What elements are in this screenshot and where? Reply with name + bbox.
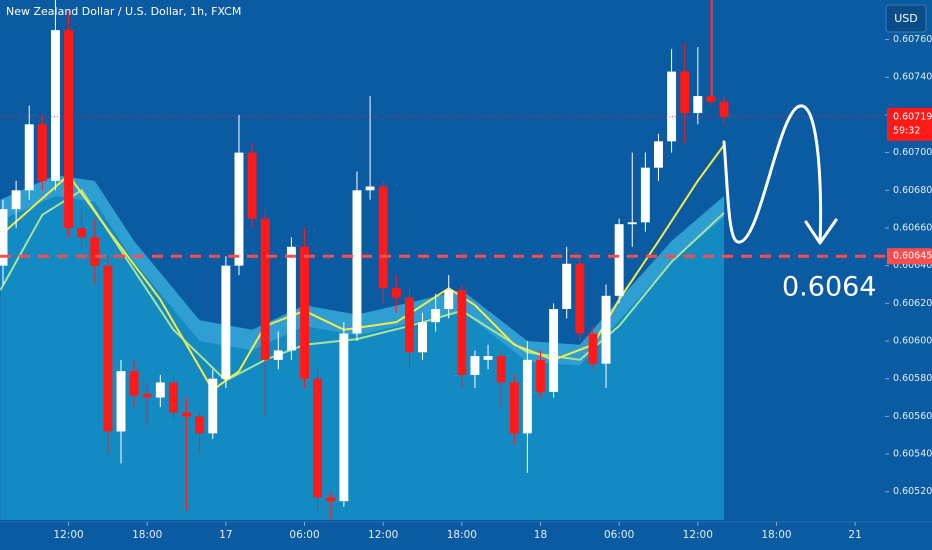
x-tick-label: 21 [848, 529, 861, 541]
candle-body [24, 124, 34, 191]
candle-body [339, 333, 349, 502]
candle-body [588, 333, 598, 364]
candle-body [37, 124, 47, 181]
candle-body [470, 356, 480, 375]
annotation: 0.6064 [782, 272, 876, 303]
candle-body [11, 190, 21, 210]
x-tick-label: 18:00 [447, 529, 477, 541]
x-tick-label: 12:00 [53, 529, 83, 541]
candle-body [365, 186, 375, 191]
x-tick-label: 18 [534, 529, 547, 541]
candle-body [496, 356, 506, 383]
y-tick-label: 0.60560 [893, 411, 932, 422]
candle-body [404, 297, 414, 353]
candle-body [536, 359, 545, 392]
candle-body [654, 141, 663, 168]
y-tick-label: 0.60760 [893, 34, 932, 45]
candle-body [129, 371, 139, 396]
last-price-label: 0.60719 [893, 111, 932, 122]
last-price-box [887, 107, 932, 141]
candle-body [562, 263, 572, 309]
candle-body [168, 382, 178, 413]
candle-body [50, 30, 60, 181]
x-tick-label: 18:00 [761, 529, 791, 541]
candle-body [431, 308, 441, 323]
candle-body [286, 246, 296, 351]
candle-body [706, 96, 716, 102]
areas [0, 175, 725, 521]
currency-label[interactable]: USD [894, 12, 918, 25]
y-tick-label: 0.60620 [893, 298, 932, 309]
candle-body [680, 71, 690, 114]
candle-body [195, 416, 205, 434]
x-tick-label: 12:00 [368, 529, 398, 541]
candle-body [457, 290, 467, 375]
level-label: 0.60645 [893, 251, 932, 262]
x-tick-label: 17 [219, 529, 232, 541]
candle-body [418, 322, 427, 353]
candle-body [326, 497, 336, 502]
candle-body [313, 378, 323, 498]
candle-body [444, 290, 454, 309]
y-tick-label: 0.60600 [893, 336, 932, 347]
chart-title: New Zealand Dollar / U.S. Dollar, 1h, FX… [6, 5, 241, 18]
candle-body [378, 186, 388, 289]
candle-body [391, 288, 401, 298]
candle-body [273, 350, 283, 360]
candle-body [155, 382, 165, 398]
x-tick-label: 12:00 [683, 529, 713, 541]
y-tick-label: 0.60680 [893, 185, 932, 196]
candle-body [667, 71, 677, 142]
candle-body [614, 224, 624, 296]
candle-body [208, 378, 218, 434]
candle-body [352, 190, 362, 334]
candle-body [522, 359, 532, 434]
candle-body [221, 265, 231, 379]
candle-body [116, 371, 126, 432]
candle-body [549, 308, 559, 392]
candle-body [300, 246, 309, 379]
candle-body [719, 101, 729, 117]
candle-body [509, 382, 519, 434]
candle-body [627, 222, 637, 225]
candle-body [0, 209, 8, 266]
candle-body [234, 152, 244, 266]
y-tick-label: 0.60540 [893, 449, 932, 460]
arrow-head [804, 218, 838, 245]
candle-body [483, 356, 493, 360]
overlay: 0.60645 0.60719 59:32 [0, 107, 932, 265]
candle-body [64, 30, 74, 228]
y-tick-label: 0.60700 [893, 147, 932, 158]
candles [0, 0, 729, 520]
countdown-label: 59:32 [893, 125, 920, 136]
candle-body [260, 218, 270, 360]
x-tick-label: 06:00 [604, 529, 634, 541]
x-tick-label: 06:00 [289, 529, 319, 541]
candle-body [247, 152, 257, 219]
level-label-box [887, 248, 932, 265]
candle-body [182, 412, 192, 417]
candle-body [601, 295, 611, 364]
y-tick-label: 0.60520 [893, 486, 932, 497]
candle-body [640, 167, 650, 223]
candle-body [103, 265, 113, 432]
currency-button[interactable] [885, 4, 927, 33]
y-tick-label: 0.60740 [893, 72, 932, 83]
y-tick-label: 0.60660 [893, 222, 932, 233]
forecast-arrow [722, 104, 823, 244]
candle-body [142, 393, 152, 398]
area [0, 195, 725, 521]
x-tick-label: 18:00 [132, 529, 162, 541]
price-axis [885, 0, 932, 550]
y-tick-label: 0.60580 [893, 373, 932, 384]
candle-body [575, 263, 585, 334]
y-tick-label: 0.60640 [893, 260, 932, 271]
candle-body [693, 96, 703, 114]
candle-body [77, 227, 87, 238]
candle-body [90, 237, 100, 266]
